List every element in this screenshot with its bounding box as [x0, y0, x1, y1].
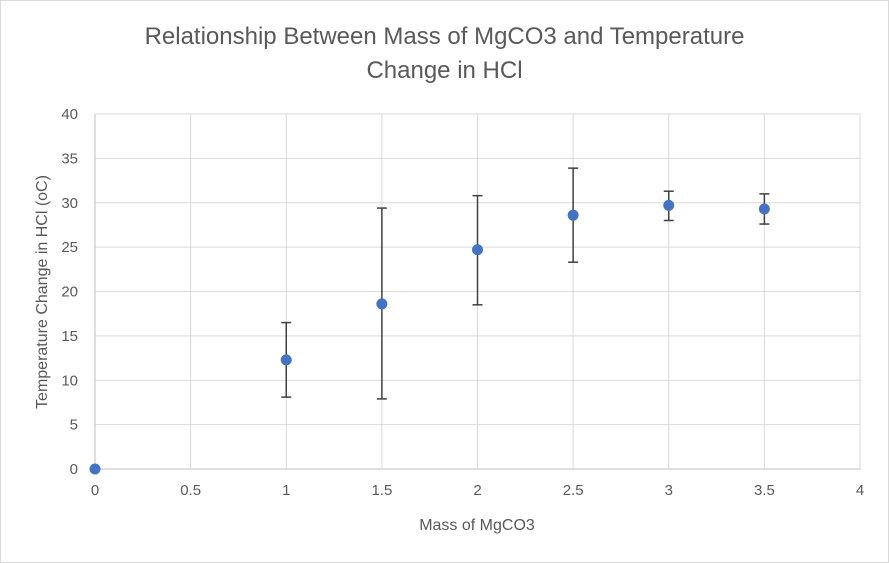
y-tick-label: 20	[61, 284, 78, 301]
y-tick-label: 5	[70, 417, 78, 434]
chart-title: Relationship Between Mass of MgCO3 and T…	[0, 20, 889, 88]
x-axis-label: Mass of MgCO3	[419, 517, 535, 534]
data-point	[567, 209, 579, 221]
x-tick-label: 4	[856, 482, 864, 499]
y-tick-label: 30	[61, 195, 78, 212]
data-point	[472, 244, 483, 256]
data-point	[89, 463, 101, 475]
y-tick-label: 15	[61, 328, 78, 345]
data-point	[663, 199, 675, 211]
y-tick-label: 10	[61, 372, 78, 389]
chart-title-line-1: Relationship Between Mass of MgCO3 and T…	[144, 23, 745, 50]
x-tick-label: 2	[473, 482, 481, 499]
x-tick-label: 1.5	[371, 482, 392, 499]
x-tick-label: 0	[91, 482, 99, 499]
y-tick-label: 35	[61, 150, 78, 167]
x-tick-label: 0.5	[180, 482, 201, 499]
chart-title-line-2: Change in HCl	[366, 57, 523, 84]
data-points	[89, 199, 770, 475]
x-tick-label: 3.5	[754, 482, 775, 499]
y-tick-label: 40	[61, 106, 78, 123]
x-tick-label: 3	[665, 482, 673, 499]
x-tick-label: 2.5	[563, 482, 584, 499]
y-axis-label: Temperature Change in HCl (oC)	[34, 175, 51, 409]
x-tick-label: 1	[282, 482, 290, 499]
y-axis-ticks: 0 5 10 15 20 25 30 35 40	[61, 106, 78, 478]
data-point	[376, 298, 388, 310]
y-tick-label: 25	[61, 239, 78, 256]
data-point	[280, 354, 292, 366]
data-point	[758, 203, 770, 215]
y-tick-label: 0	[70, 461, 78, 478]
x-axis-ticks: 0 0.5 1 1.5 2 2.5 3 3.5 4	[91, 482, 864, 499]
